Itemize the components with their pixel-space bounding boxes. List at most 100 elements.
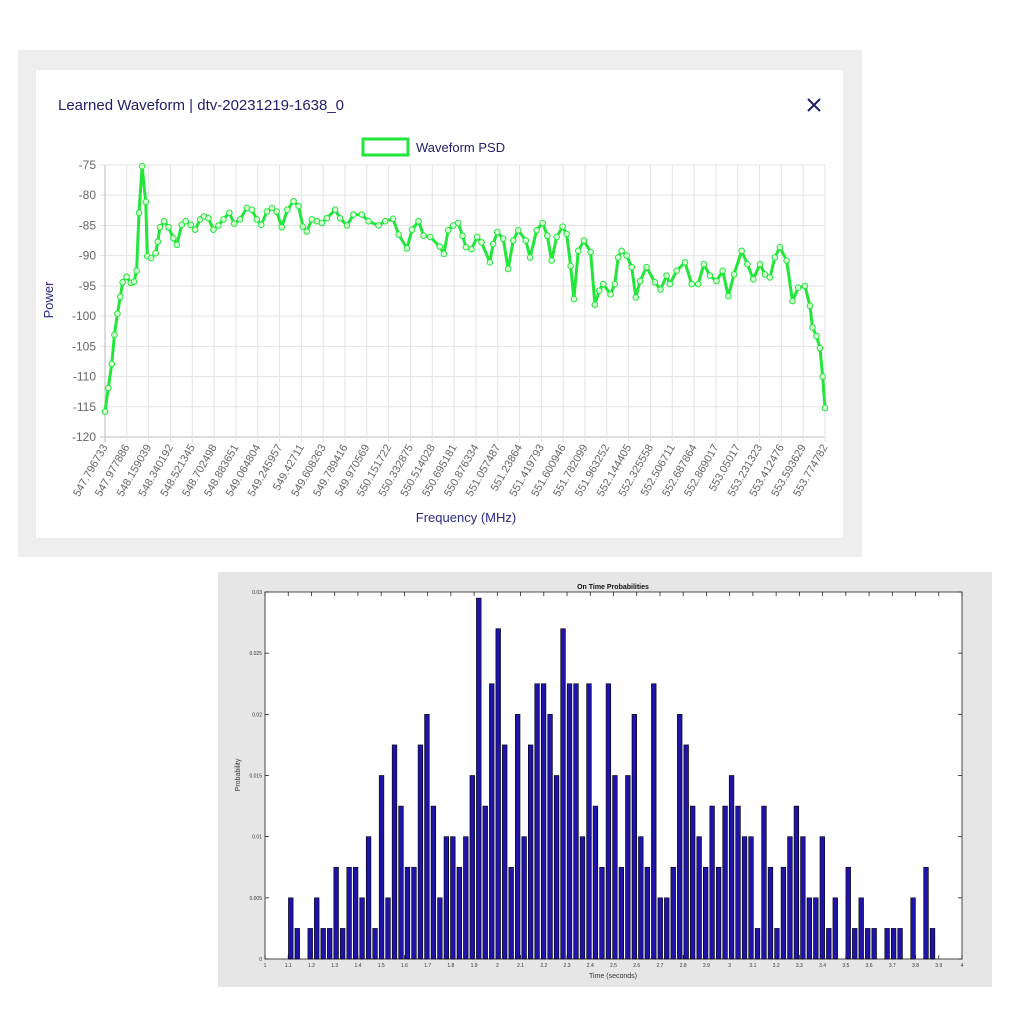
data-point[interactable] — [135, 209, 143, 217]
data-point[interactable] — [816, 344, 824, 352]
data-point[interactable] — [749, 275, 757, 283]
data-point[interactable] — [548, 257, 555, 264]
data-point[interactable] — [771, 254, 779, 261]
data-point[interactable] — [632, 294, 640, 301]
data-point[interactable] — [142, 198, 150, 206]
data-point[interactable] — [408, 226, 416, 233]
data-point[interactable] — [165, 223, 172, 231]
data-point[interactable] — [152, 249, 159, 257]
data-point[interactable] — [343, 222, 351, 229]
data-point[interactable] — [205, 214, 212, 222]
data-point[interactable] — [178, 221, 186, 229]
data-point[interactable] — [794, 284, 802, 292]
data-point[interactable] — [160, 217, 168, 225]
data-point[interactable] — [821, 404, 829, 412]
data-point[interactable] — [123, 273, 130, 281]
data-point[interactable] — [776, 243, 784, 251]
data-point[interactable] — [318, 219, 326, 227]
data-point[interactable] — [230, 220, 238, 227]
data-point[interactable] — [111, 331, 118, 339]
data-point[interactable] — [284, 206, 291, 214]
data-point[interactable] — [440, 250, 448, 258]
close-icon[interactable] — [803, 94, 825, 116]
data-point[interactable] — [173, 241, 181, 249]
data-point[interactable] — [663, 272, 670, 279]
data-point[interactable] — [570, 295, 578, 303]
data-point[interactable] — [459, 232, 466, 240]
data-point[interactable] — [813, 332, 820, 340]
data-point[interactable] — [607, 291, 614, 298]
data-point[interactable] — [191, 226, 199, 233]
data-point[interactable] — [738, 247, 745, 255]
data-point[interactable] — [375, 222, 382, 229]
data-point[interactable] — [104, 384, 112, 392]
data-point[interactable] — [133, 267, 140, 275]
data-point[interactable] — [117, 293, 124, 301]
data-point[interactable] — [783, 257, 790, 264]
data-point[interactable] — [365, 217, 372, 225]
data-point[interactable] — [580, 237, 588, 244]
data-point[interactable] — [147, 254, 155, 262]
data-point[interactable] — [248, 206, 256, 214]
data-point[interactable] — [614, 254, 622, 261]
data-point[interactable] — [278, 223, 286, 231]
data-point[interactable] — [591, 301, 599, 308]
data-point[interactable] — [504, 265, 512, 273]
data-point[interactable] — [499, 235, 507, 243]
data-point[interactable] — [806, 302, 814, 310]
data-point[interactable] — [273, 208, 280, 215]
data-point[interactable] — [210, 226, 217, 233]
data-point[interactable] — [101, 408, 109, 415]
data-point[interactable] — [108, 360, 116, 368]
data-point[interactable] — [253, 216, 261, 223]
data-point[interactable] — [489, 240, 497, 248]
data-point[interactable] — [657, 286, 664, 293]
data-point[interactable] — [587, 248, 594, 256]
data-point[interactable] — [486, 259, 494, 266]
data-point[interactable] — [494, 228, 501, 236]
data-point[interactable] — [618, 247, 625, 255]
data-point[interactable] — [809, 324, 816, 331]
data-point[interactable] — [744, 260, 751, 268]
data-point[interactable] — [268, 204, 276, 212]
data-point[interactable] — [436, 243, 444, 250]
data-point[interactable] — [666, 280, 674, 288]
data-point[interactable] — [522, 237, 530, 244]
data-point[interactable] — [295, 202, 302, 210]
data-point[interactable] — [651, 278, 659, 286]
data-point[interactable] — [725, 292, 732, 300]
data-point[interactable] — [514, 226, 522, 234]
data-point[interactable] — [688, 280, 695, 288]
legend-swatch[interactable] — [361, 137, 410, 157]
data-point[interactable] — [303, 228, 311, 235]
data-point[interactable] — [336, 214, 344, 222]
data-point[interactable] — [236, 216, 244, 223]
data-point[interactable] — [628, 263, 636, 271]
data-point[interactable] — [257, 221, 265, 229]
data-point[interactable] — [713, 277, 720, 285]
data-point[interactable] — [563, 230, 570, 238]
data-point[interactable] — [599, 280, 607, 288]
data-point[interactable] — [454, 219, 462, 227]
data-point[interactable] — [156, 223, 164, 231]
data-point[interactable] — [567, 262, 574, 270]
data-point[interactable] — [220, 216, 227, 223]
data-point[interactable] — [415, 217, 422, 225]
data-point[interactable] — [766, 274, 774, 281]
data-point[interactable] — [706, 272, 714, 279]
data-point[interactable] — [468, 245, 475, 253]
data-point[interactable] — [170, 234, 177, 242]
data-point[interactable] — [182, 217, 190, 225]
data-point[interactable] — [719, 267, 726, 275]
data-point[interactable] — [138, 162, 146, 170]
data-point[interactable] — [358, 211, 366, 218]
data-point[interactable] — [636, 277, 644, 285]
data-point[interactable] — [381, 217, 389, 225]
data-point[interactable] — [509, 237, 517, 244]
data-point[interactable] — [187, 221, 195, 229]
data-point[interactable] — [700, 260, 708, 268]
data-point[interactable] — [263, 208, 271, 215]
data-point[interactable] — [350, 211, 357, 218]
data-point[interactable] — [114, 310, 121, 317]
legend-label[interactable]: Waveform PSD — [416, 140, 505, 155]
